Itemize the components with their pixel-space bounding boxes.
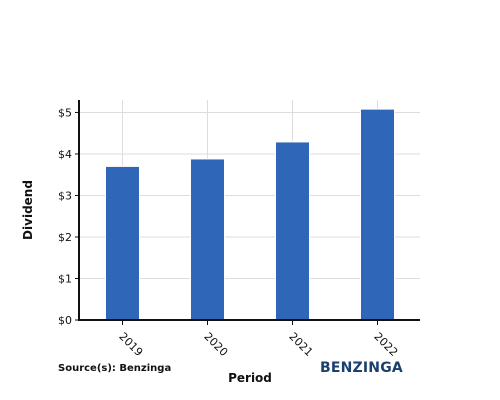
y-tick-labels: $0 $1 $2 $3 $4 $5 bbox=[58, 106, 80, 327]
source-note: Source(s): Benzinga bbox=[58, 363, 172, 374]
x-tick-label: 2022 bbox=[371, 330, 400, 359]
x-axis-title: Period bbox=[228, 371, 272, 385]
bar-2019 bbox=[105, 165, 140, 321]
x-tick-labels: 2019 2020 2021 2022 bbox=[116, 320, 400, 359]
x-tick-label: 2019 bbox=[116, 330, 145, 359]
y-tick-label: $5 bbox=[58, 106, 72, 119]
x-tick-label: 2020 bbox=[201, 330, 230, 359]
bar-2020 bbox=[190, 158, 225, 321]
y-tick-label: $1 bbox=[58, 272, 72, 285]
bar-2021 bbox=[275, 141, 310, 321]
y-tick-label: $3 bbox=[58, 189, 72, 202]
y-axis-title: Dividend bbox=[21, 180, 35, 240]
benzinga-logo: BENZINGA bbox=[320, 360, 403, 376]
bar-2022 bbox=[360, 108, 395, 321]
bars bbox=[105, 108, 395, 321]
y-tick-label: $2 bbox=[58, 231, 72, 244]
y-tick-label: $0 bbox=[58, 314, 72, 327]
axes bbox=[78, 100, 420, 321]
y-tick-label: $4 bbox=[58, 148, 72, 161]
x-tick-label: 2021 bbox=[286, 330, 315, 359]
